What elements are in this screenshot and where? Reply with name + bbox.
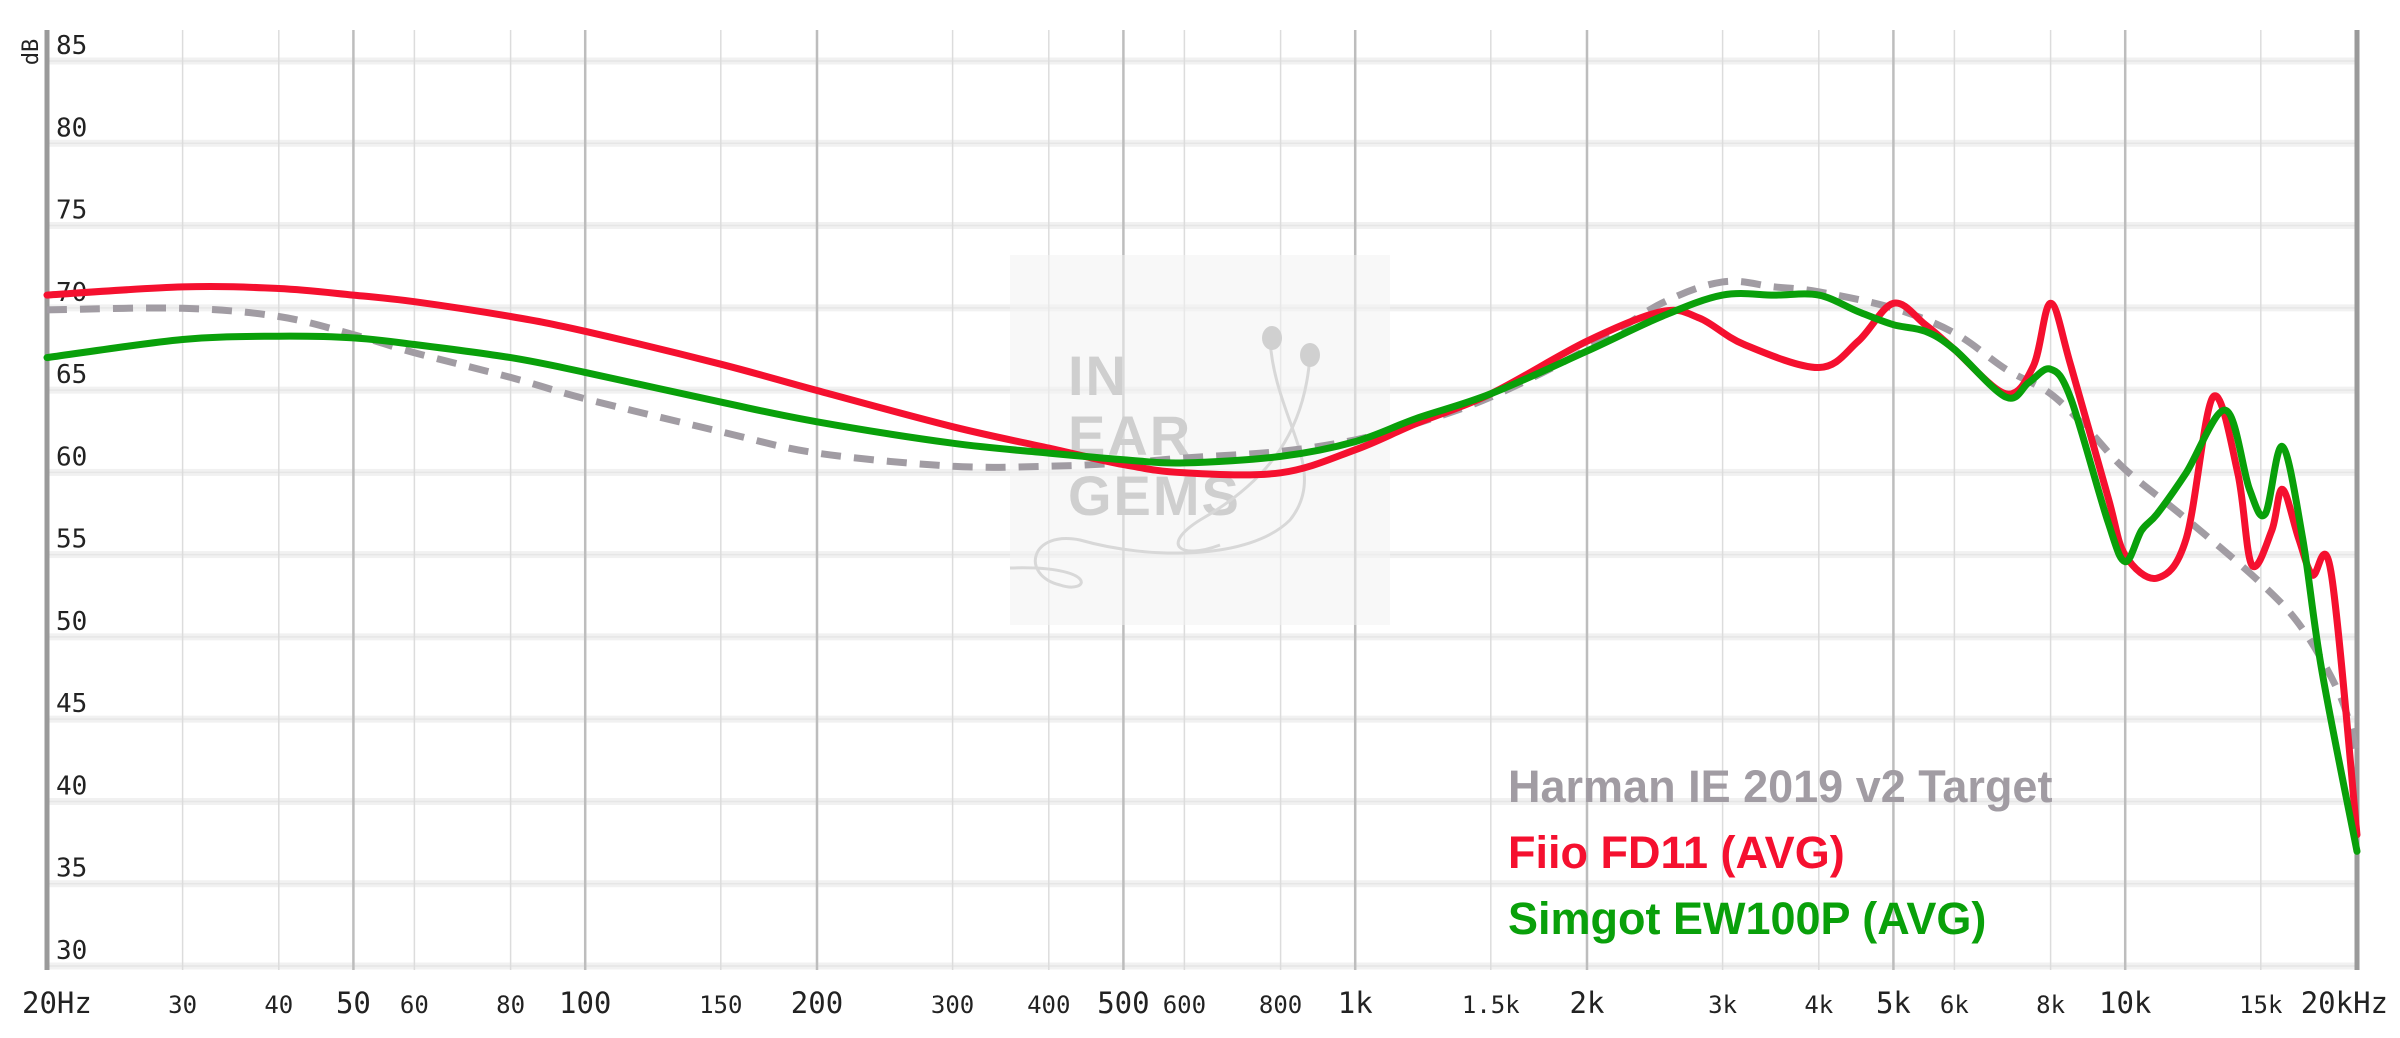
earphone-cable-icon-2 bbox=[1176, 354, 1312, 553]
y-tick-label-55: 55 bbox=[56, 525, 87, 555]
x-tick-label-150: 150 bbox=[699, 991, 742, 1019]
y-tick-label-45: 45 bbox=[56, 689, 87, 719]
axis-labels: dB bbox=[19, 39, 44, 66]
x-tick-label-20kHz: 20kHz bbox=[2301, 986, 2388, 1020]
y-tick-label-80: 80 bbox=[56, 113, 87, 143]
x-tick-label-20Hz: 20Hz bbox=[22, 986, 92, 1020]
x-tick-label-40: 40 bbox=[264, 991, 293, 1019]
in-ear-gems-watermark: IN EAR GEMS bbox=[1009, 255, 1390, 625]
series-line-simgot-ew100p-avg bbox=[43, 290, 2361, 855]
watermark-line-1: IN bbox=[1068, 344, 1128, 407]
series-layer bbox=[43, 277, 2361, 855]
y-tick-label-50: 50 bbox=[56, 607, 87, 637]
series-line-fiio-fd11-avg bbox=[43, 283, 2361, 839]
x-tick-label-5k: 5k bbox=[1876, 986, 1911, 1020]
earbud-left-icon bbox=[1262, 326, 1282, 350]
x-tick-label-8k: 8k bbox=[2036, 991, 2065, 1019]
x-tick-label-10k: 10k bbox=[2099, 986, 2152, 1020]
y-tick-label-65: 65 bbox=[56, 360, 87, 390]
y-tick-label-60: 60 bbox=[56, 442, 87, 472]
x-tick-label-500: 500 bbox=[1097, 986, 1149, 1020]
y-tick-label-30: 30 bbox=[56, 936, 87, 966]
x-tick-label-15k: 15k bbox=[2239, 991, 2283, 1019]
y-tick-label-40: 40 bbox=[56, 771, 87, 801]
y-axis-unit-label: dB bbox=[19, 39, 44, 66]
legend-entry-fiio-fd11: Fiio FD11 (AVG) bbox=[1508, 827, 1845, 878]
series-line-harman-ie-2019-v2-target bbox=[46, 277, 2361, 754]
y-tick-label-75: 75 bbox=[56, 196, 87, 226]
x-tick-label-1k: 1k bbox=[1338, 986, 1373, 1020]
y-tick-label-35: 35 bbox=[56, 854, 87, 884]
legend-entry-simgot-ew100p: Simgot EW100P (AVG) bbox=[1508, 893, 1986, 944]
legend-entry-harman-target: Harman IE 2019 v2 Target bbox=[1508, 761, 2052, 812]
x-tick-label-300: 300 bbox=[931, 991, 974, 1019]
watermark-panel bbox=[1010, 255, 1390, 625]
x-tick-label-800: 800 bbox=[1259, 991, 1302, 1019]
x-tick-label-2k: 2k bbox=[1570, 986, 1605, 1020]
x-tick-label-50: 50 bbox=[336, 986, 371, 1020]
x-tick-label-600: 600 bbox=[1163, 991, 1206, 1019]
x-tick-label-80: 80 bbox=[496, 991, 525, 1019]
x-tick-label-6k: 6k bbox=[1940, 991, 1969, 1019]
earbud-right-icon bbox=[1300, 343, 1320, 367]
x-tick-label-1.5k: 1.5k bbox=[1462, 991, 1520, 1019]
y-tick-label-85: 85 bbox=[56, 31, 87, 61]
x-tick-label-4k: 4k bbox=[1804, 991, 1833, 1019]
legend: Harman IE 2019 v2 Target Fiio FD11 (AVG)… bbox=[1508, 761, 2052, 944]
x-tick-label-3k: 3k bbox=[1708, 991, 1737, 1019]
x-tick-label-200: 200 bbox=[791, 986, 843, 1020]
x-tick-label-400: 400 bbox=[1027, 991, 1070, 1019]
x-tick-label-100: 100 bbox=[559, 986, 611, 1020]
x-tick-label-30: 30 bbox=[168, 991, 197, 1019]
x-tick-label-60: 60 bbox=[400, 991, 429, 1019]
